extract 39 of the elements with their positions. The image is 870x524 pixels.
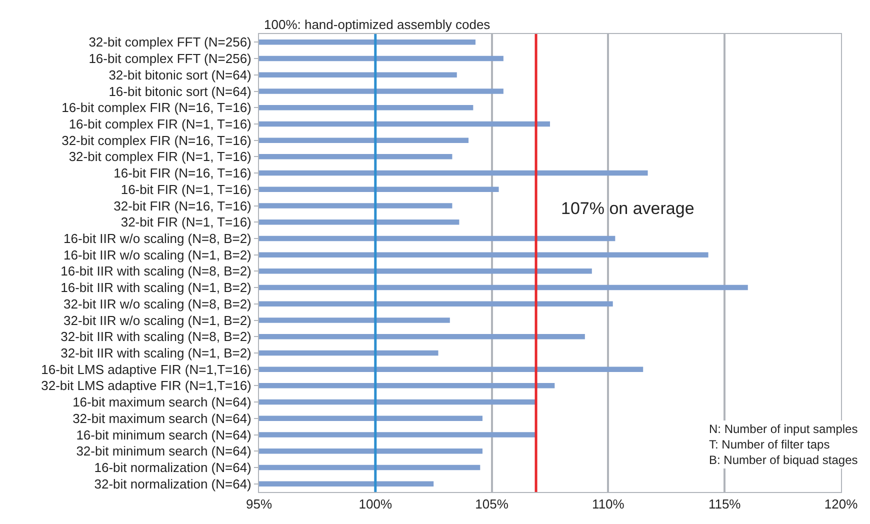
x-tick-label: 115% bbox=[708, 496, 742, 512]
y-tick-label: 16-bit minimum search (N=64) bbox=[76, 427, 252, 442]
y-tick-label: 16-bit complex FFT (N=256) bbox=[88, 51, 252, 66]
annotation: N: Number of input samples bbox=[709, 422, 858, 436]
y-tick-label: 32-bit complex FIR (N=1, T=16) bbox=[68, 149, 252, 164]
y-tick-label: 16-bit maximum search (N=64) bbox=[72, 394, 252, 410]
y-tick-label: 16-bit FIR (N=16, T=16) bbox=[114, 166, 252, 181]
x-tick-label: 105% bbox=[475, 496, 509, 512]
x-tick-label: 110% bbox=[592, 496, 625, 512]
y-tick-label: 32-bit IIR with scaling (N=1, B=2) bbox=[60, 346, 252, 361]
y-tick-label: 32-bit FIR (N=16, T=16) bbox=[114, 198, 252, 214]
x-tick-label: 95% bbox=[246, 496, 272, 512]
y-tick-label: 32-bit IIR w/o scaling (N=8, B=2) bbox=[64, 296, 252, 312]
y-tick-label: 16-bit IIR with scaling (N=8, B=2) bbox=[60, 264, 252, 279]
ref-line-label: 107% on average bbox=[561, 199, 694, 218]
y-tick-label: 32-bit FIR (N=1, T=16) bbox=[120, 214, 252, 230]
y-tick-label: 16-bit complex FIR (N=16, T=16) bbox=[62, 100, 252, 116]
y-tick-label: 16-bit IIR with scaling (N=1, B=2) bbox=[60, 280, 252, 296]
y-tick-label: 32-bit complex FIR (N=16, T=16) bbox=[62, 132, 252, 148]
y-tick-label: 32-bit LMS adaptive FIR (N=1,T=16) bbox=[41, 378, 252, 394]
y-tick-label: 16-bit LMS adaptive FIR (N=1,T=16) bbox=[41, 362, 252, 377]
y-tick-label: 16-bit bitonic sort (N=64) bbox=[108, 84, 252, 99]
y-tick-label: 32-bit minimum search (N=64) bbox=[76, 444, 252, 459]
y-tick-label: 32-bit IIR with scaling (N=8, B=2) bbox=[60, 329, 252, 344]
annotation: B: Number of biquad stages bbox=[709, 453, 858, 468]
annotation: T: Number of filter taps bbox=[709, 438, 830, 452]
y-tick-label: 32-bit normalization (N=64) bbox=[94, 476, 252, 492]
y-tick-label: 32-bit bitonic sort (N=64) bbox=[108, 67, 252, 82]
y-tick-label: 32-bit maximum search (N=64) bbox=[72, 410, 252, 426]
y-tick-label: 16-bit IIR w/o scaling (N=8, B=2) bbox=[64, 231, 252, 246]
y-tick-label: 16-bit IIR w/o scaling (N=1, B=2) bbox=[64, 247, 252, 262]
y-tick-label: 32-bit complex FFT (N=256) bbox=[88, 34, 252, 50]
ref-line-label: 100%: hand-optimized assembly codes bbox=[264, 17, 491, 32]
y-tick-label: 32-bit IIR w/o scaling (N=1, B=2) bbox=[64, 312, 252, 328]
y-tick-label: 16-bit normalization (N=64) bbox=[94, 460, 252, 476]
x-tick-label: 120% bbox=[824, 496, 858, 512]
y-tick-label: 16-bit FIR (N=1, T=16) bbox=[120, 182, 252, 197]
x-tick-label: 100% bbox=[358, 496, 392, 512]
y-tick-label: 16-bit complex FIR (N=1, T=16) bbox=[68, 116, 252, 132]
